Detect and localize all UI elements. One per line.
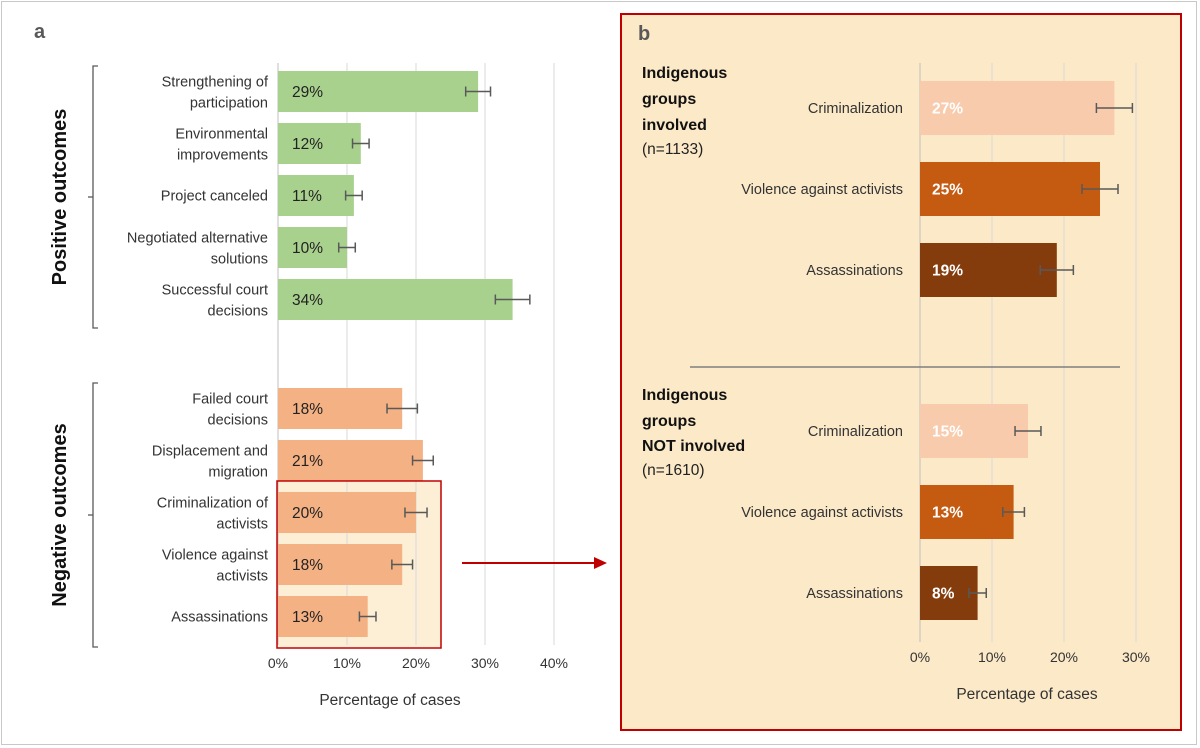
bar-value-label: 18%	[292, 557, 323, 574]
bar-value-label: 13%	[292, 609, 323, 626]
bar-value-label: 34%	[292, 292, 323, 309]
bar-value-label: 12%	[292, 136, 323, 153]
x-tick-label: 10%	[333, 655, 361, 671]
x-tick-label: 30%	[471, 655, 499, 671]
category-label: migration	[208, 465, 268, 481]
panel-b-label: b	[638, 23, 650, 45]
group-heading: NOT involved	[642, 438, 745, 455]
bar	[278, 71, 479, 112]
bar-value-label: 18%	[292, 401, 323, 418]
category-label: Project canceled	[161, 189, 268, 205]
bar-value-label: 15%	[932, 424, 963, 441]
group-heading: Indigenous	[642, 387, 727, 404]
highlight-box	[276, 480, 442, 649]
category-label: Strengthening of	[162, 75, 269, 91]
bar	[920, 81, 1115, 135]
category-label: Violence against	[162, 548, 268, 564]
category-label: Assassinations	[806, 263, 903, 279]
category-label: Successful court	[162, 283, 268, 299]
bar-value-label: 25%	[932, 182, 963, 199]
category-label: Environmental	[175, 127, 268, 143]
bar-value-label: 13%	[932, 505, 963, 522]
bar-value-label: 8%	[932, 586, 955, 603]
bar	[278, 388, 403, 429]
category-label: Assassinations	[171, 610, 268, 626]
category-label: Criminalization of	[157, 496, 269, 512]
bar-value-label: 10%	[292, 240, 323, 257]
bar	[278, 544, 403, 585]
group-bracket	[92, 382, 98, 648]
bar	[278, 492, 416, 533]
category-label: Criminalization	[808, 101, 903, 117]
group-bracket	[92, 65, 98, 329]
category-label: Failed court	[192, 392, 268, 408]
category-label: participation	[190, 96, 268, 112]
x-axis-title: Percentage of cases	[956, 686, 1098, 703]
bar	[278, 279, 513, 320]
x-axis-title: Percentage of cases	[319, 692, 461, 709]
group-heading: involved	[642, 117, 707, 134]
x-tick-label: 20%	[1050, 649, 1078, 665]
group-sample-size: (n=1133)	[642, 141, 703, 158]
bar	[278, 440, 423, 481]
arrow-head	[594, 557, 607, 569]
x-tick-label: 0%	[910, 649, 930, 665]
x-tick-label: 0%	[268, 655, 288, 671]
bar	[920, 162, 1100, 216]
category-label: decisions	[208, 413, 268, 429]
group-title: Positive outcomes	[49, 109, 71, 286]
bar-value-label: 20%	[292, 505, 323, 522]
bar-value-label: 11%	[292, 188, 322, 205]
x-tick-label: 10%	[978, 649, 1006, 665]
group-heading: Indigenous	[642, 65, 727, 82]
bar	[278, 175, 354, 216]
category-label: Violence against activists	[741, 505, 903, 521]
bar	[278, 596, 368, 637]
x-tick-label: 40%	[540, 655, 568, 671]
bar	[920, 404, 1028, 458]
category-label: Violence against activists	[741, 182, 903, 198]
group-title: Negative outcomes	[49, 423, 71, 606]
category-label: activists	[216, 569, 268, 585]
bar	[278, 123, 361, 164]
bar	[278, 227, 347, 268]
bar-value-label: 19%	[932, 263, 963, 280]
group-sample-size: (n=1610)	[642, 462, 704, 479]
group-heading: groups	[642, 91, 696, 108]
bar-value-label: 21%	[292, 453, 323, 470]
category-label: improvements	[177, 148, 268, 164]
bar	[920, 243, 1057, 297]
panel-a-label: a	[34, 21, 46, 43]
x-tick-label: 20%	[402, 655, 430, 671]
category-label: solutions	[211, 252, 268, 268]
group-heading: groups	[642, 413, 696, 430]
category-label: activists	[216, 517, 268, 533]
category-label: Negotiated alternative	[127, 231, 268, 247]
bar-value-label: 29%	[292, 84, 323, 101]
category-label: decisions	[208, 304, 268, 320]
x-tick-label: 30%	[1122, 649, 1150, 665]
category-label: Assassinations	[806, 586, 903, 602]
category-label: Criminalization	[808, 424, 903, 440]
bar-value-label: 27%	[932, 101, 963, 118]
category-label: Displacement and	[152, 444, 268, 460]
bar	[920, 566, 978, 620]
bar	[920, 485, 1014, 539]
